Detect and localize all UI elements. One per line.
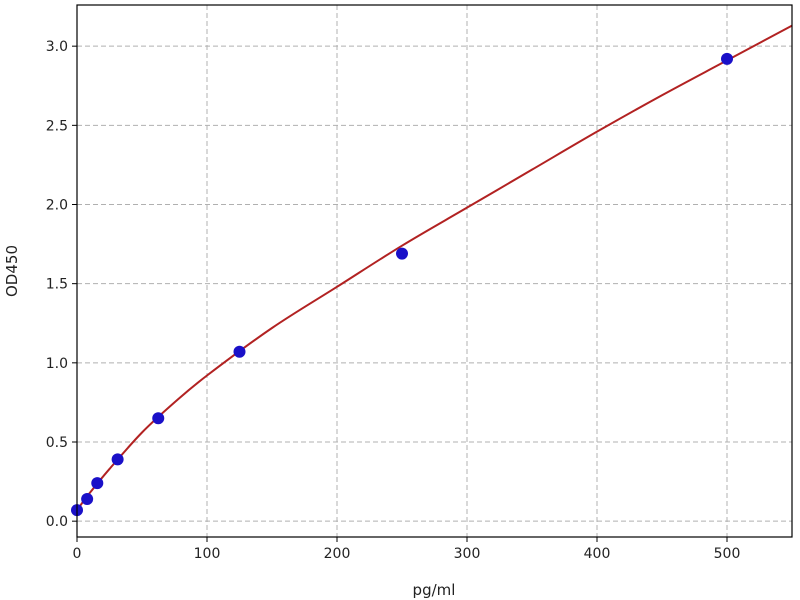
y-tick-label: 2.5 [46,118,68,134]
x-axis-label: pg/ml [413,581,456,599]
y-tick-label: 1.0 [46,356,68,372]
data-point [152,412,165,425]
data-point [233,345,246,358]
x-axis-ticks: 0 100 200 300 400 500 [73,537,741,562]
y-axis-label: OD450 [3,245,21,297]
x-tick-label: 400 [584,546,611,562]
y-tick-label: 0.5 [46,435,68,451]
y-tick-label: 0.0 [46,514,68,530]
data-point [396,247,408,260]
plot-frame [76,4,793,538]
x-tick-label: 200 [324,546,351,562]
y-tick-label: 3.0 [46,39,68,55]
data-point [721,52,733,65]
fit-curve-layer [76,24,793,511]
fit-curve [76,24,793,511]
x-tick-label: 500 [714,546,741,562]
x-tick-label: 100 [194,546,221,562]
data-point [81,493,94,505]
data-points-layer [71,52,733,517]
data-point [111,453,124,466]
grid [76,5,792,537]
y-axis-ticks: 0.0 0.5 1.0 1.5 2.0 2.5 3.0 [46,39,77,530]
x-tick-label: 0 [73,546,82,562]
data-point [91,477,104,490]
y-tick-label: 1.5 [46,277,68,293]
x-tick-label: 300 [454,546,481,562]
y-tick-label: 2.0 [46,198,68,214]
